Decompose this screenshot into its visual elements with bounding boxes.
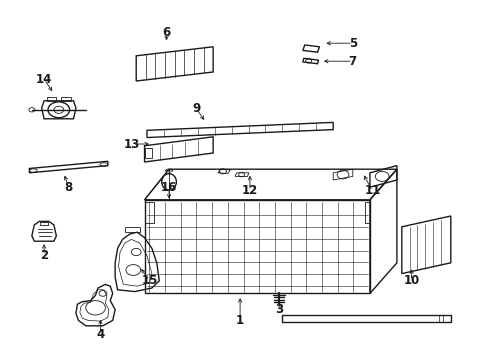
Text: 12: 12 <box>242 184 258 197</box>
Text: 2: 2 <box>40 249 48 262</box>
Text: 15: 15 <box>141 274 158 287</box>
Text: 5: 5 <box>349 37 357 50</box>
Text: 7: 7 <box>349 55 357 68</box>
Text: 1: 1 <box>236 314 244 327</box>
Text: 8: 8 <box>65 181 73 194</box>
Text: 9: 9 <box>192 102 200 114</box>
Text: 13: 13 <box>124 138 141 150</box>
Text: 3: 3 <box>275 303 283 316</box>
Text: 11: 11 <box>364 184 381 197</box>
Text: 4: 4 <box>97 328 104 341</box>
Text: 10: 10 <box>403 274 420 287</box>
Text: 6: 6 <box>163 26 171 39</box>
Text: 16: 16 <box>161 181 177 194</box>
Text: 14: 14 <box>36 73 52 86</box>
